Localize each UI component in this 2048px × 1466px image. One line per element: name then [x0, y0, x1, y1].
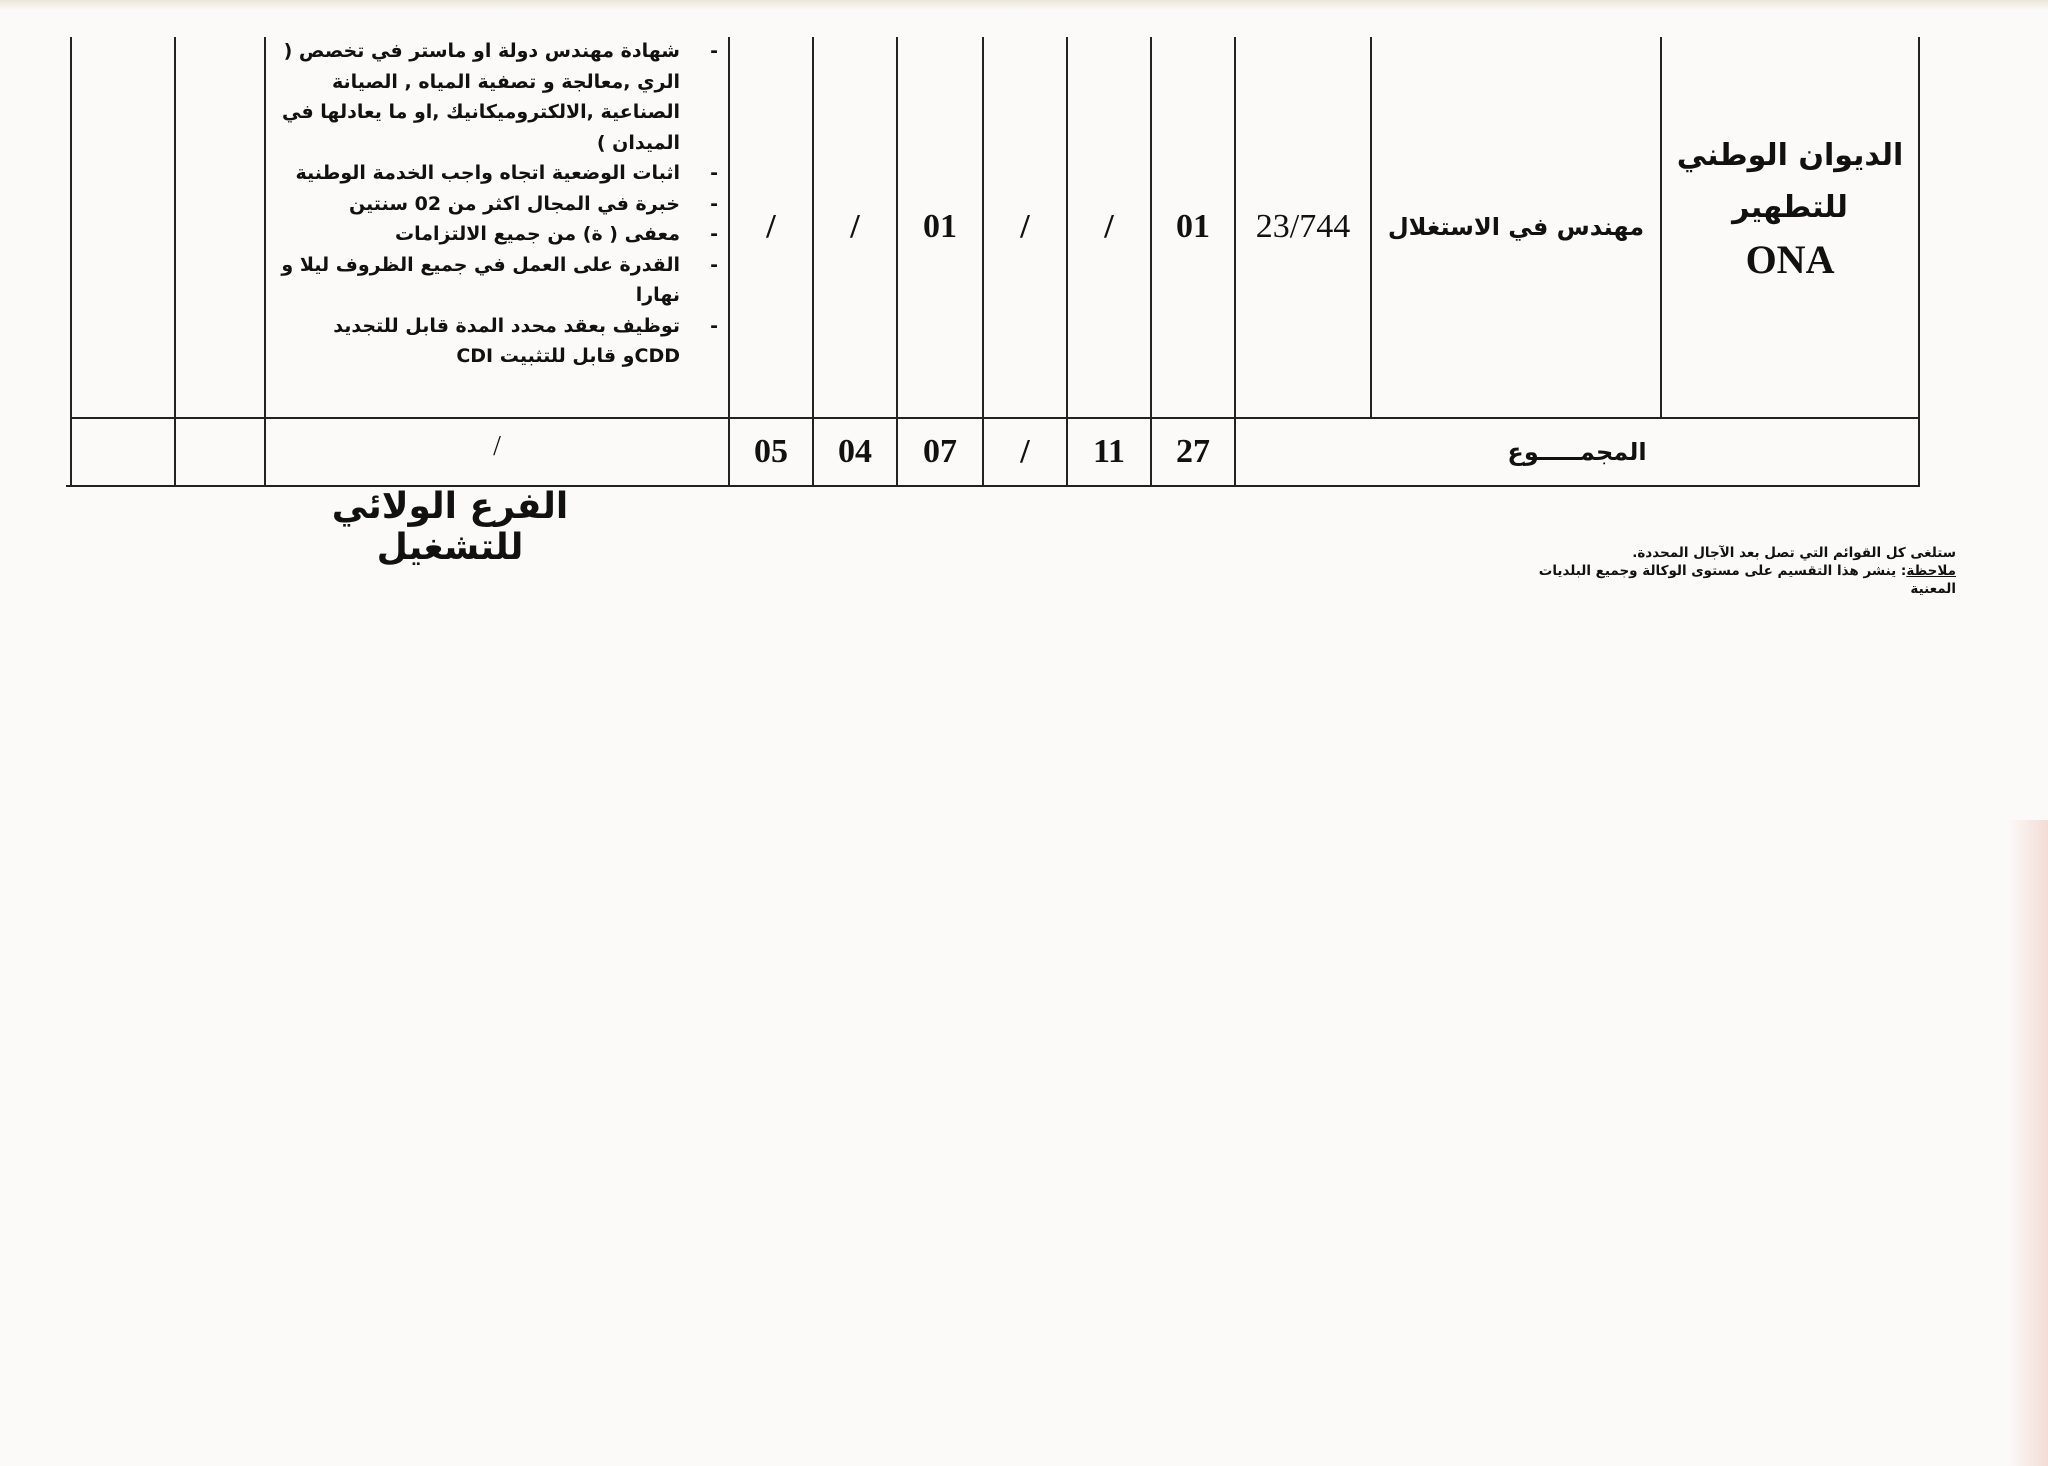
total-count: 11: [1092, 433, 1126, 470]
count-cell: /: [766, 208, 776, 245]
note-text: : ينشر هذا التقسيم على مستوى الوكالة وجم…: [1538, 563, 1956, 597]
count-cell: /: [850, 208, 860, 245]
signature-office: الفرع الولائي للتشغيل: [331, 486, 569, 568]
requirement-item: اثبات الوضعية اتجاه واجب الخدمة الوطنية: [280, 158, 718, 189]
requirement-item: توظيف بعقد محدد المدة قابل للتجديد CDDو …: [280, 311, 718, 372]
requirement-item: خبرة في المجال اكثر من 02 سنتين: [280, 189, 718, 220]
organization-name-2: للتطهير: [1732, 190, 1848, 225]
note-label: ملاحظة: [1906, 563, 1956, 579]
note-line-2: ملاحظة: ينشر هذا التقسيم على مستوى الوكا…: [1500, 562, 1956, 598]
count-cell: /: [1104, 208, 1114, 245]
notes: ستلغى كل القوائم التي تصل بعد الآجال الم…: [1500, 544, 1956, 598]
note-line-1: ستلغى كل القوائم التي تصل بعد الآجال الم…: [1632, 545, 1956, 561]
requirement-item: معفى ( ة) من جميع الالتزامات: [280, 219, 718, 250]
page-edge-shadow: [2008, 820, 2048, 1466]
organization-abbr: ONA: [1745, 237, 1835, 282]
requirement-item: القدرة على العمل في جميع الظروف ليلا و ن…: [280, 250, 718, 311]
code-cell: 23/744: [1255, 208, 1351, 245]
count-cell: /: [1020, 208, 1030, 245]
requirements-list: شهادة مهندس دولة او ماستر في تخصص ( الري…: [280, 36, 718, 372]
position-cell: مهندس في الاستغلال: [1387, 213, 1645, 241]
total-requirements: /: [493, 431, 501, 462]
total-count: 27: [1176, 433, 1210, 470]
page-top-shadow: [0, 0, 2048, 10]
total-count: /: [1020, 433, 1030, 470]
count-cell: 01: [1176, 208, 1210, 245]
requirement-item: شهادة مهندس دولة او ماستر في تخصص ( الري…: [280, 36, 718, 158]
total-count: 07: [923, 433, 957, 470]
total-count: 05: [754, 433, 788, 470]
count-cell: 01: [923, 208, 957, 245]
total-count: 04: [838, 433, 872, 470]
total-label: المجمـــــوع: [1507, 438, 1647, 466]
organization-cell: الديوان الوطني للتطهير ONA: [1662, 130, 1918, 286]
organization-name: الديوان الوطني: [1676, 138, 1904, 173]
